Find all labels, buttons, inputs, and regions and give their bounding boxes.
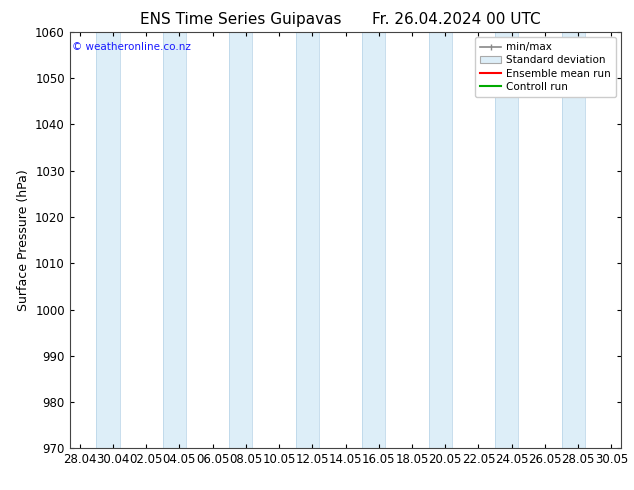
Bar	[495, 32, 519, 448]
Text: Fr. 26.04.2024 00 UTC: Fr. 26.04.2024 00 UTC	[372, 12, 541, 27]
Text: © weatheronline.co.nz: © weatheronline.co.nz	[72, 42, 191, 52]
Bar	[362, 32, 385, 448]
Y-axis label: Surface Pressure (hPa): Surface Pressure (hPa)	[16, 169, 30, 311]
Text: ENS Time Series Guipavas: ENS Time Series Guipavas	[140, 12, 342, 27]
Bar	[163, 32, 186, 448]
Bar	[295, 32, 319, 448]
Bar	[230, 32, 252, 448]
Bar	[96, 32, 120, 448]
Bar	[429, 32, 452, 448]
Legend: min/max, Standard deviation, Ensemble mean run, Controll run: min/max, Standard deviation, Ensemble me…	[475, 37, 616, 97]
Bar	[562, 32, 585, 448]
